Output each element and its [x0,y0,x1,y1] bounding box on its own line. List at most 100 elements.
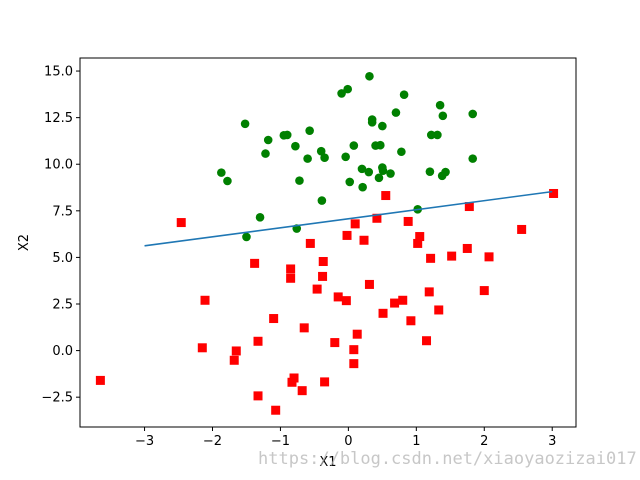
scatter-point-circle [357,164,367,174]
scatter-point-square [250,258,260,268]
scatter-point-circle [345,177,355,187]
scatter-point-square [297,386,307,396]
scatter-point-circle [437,171,447,181]
scatter-point-circle [365,71,374,81]
scatter-point-circle [468,154,478,163]
scatter-point-square [318,257,328,267]
scatter-point-circle [378,166,388,176]
axes-frame [79,57,577,428]
scatter-point-circle [217,168,226,177]
x-tick-label: −1 [271,434,290,449]
scatter-point-circle [349,141,359,150]
scatter-point-circle [426,130,436,140]
scatter-point-circle [320,153,329,163]
scatter-point-square [271,405,281,415]
scatter-point-circle [343,84,353,94]
scatter-point-square [341,296,351,306]
y-tick-label: 2.5 [52,298,73,313]
scatter-point-circle [358,182,367,192]
scatter-point-square [415,232,425,242]
scatter-point-square [350,219,360,229]
watermark-text: https://blog.csdn.net/xiaoyaozizai017 [258,449,637,469]
scatter-point-circle [468,109,478,119]
scatter-point-square [390,298,400,308]
scatter-point-circle [295,176,304,185]
scatter-point-square [286,264,296,274]
scatter-point-circle [397,147,406,157]
scatter-point-circle [240,119,250,129]
scatter-point-circle [386,169,395,178]
scatter-point-circle [391,108,401,117]
scatter-point-square [231,346,241,356]
scatter-point-circle [242,232,251,242]
scatter-point-square [434,305,444,315]
scatter-point-square [359,235,369,245]
scatter-point-square [318,271,328,281]
x-tick-label: 2 [480,434,488,449]
y-axis-ticks: −2.5 0.0 2.5 5.0 7.5 10.0 12.5 15.0 [41,65,80,406]
x-axis-ticks: −3 −2 −1 0 1 2 3 [135,427,556,449]
x-tick-label: 1 [412,434,420,449]
y-tick-label: 10.0 [44,158,73,173]
scatter-point-square [406,316,416,326]
scatter-point-square [312,284,322,294]
scatter-point-square [95,375,105,385]
scatter-point-square [349,345,359,355]
scatter-point-square [549,188,559,198]
scatter-point-circle [223,176,232,186]
scatter-point-square [305,238,315,248]
scatter-point-square [352,329,362,339]
scatter-point-square [287,377,297,387]
scatter-point-square [200,295,210,305]
scatter-point-square [462,243,472,253]
scatter-point-circle [337,89,346,98]
scatter-point-circle [374,173,384,183]
scatter-point-circle [255,213,265,222]
x-tick-label: 3 [548,434,556,449]
scatter-point-square [422,336,432,346]
scatter-point-circle [433,130,442,140]
plot-marks [95,71,559,415]
scatter-point-square [403,216,413,226]
scatter-point-square [378,308,388,318]
x-tick-label: −3 [135,434,154,449]
scatter-point-circle [435,100,445,110]
scatter-point-circle [438,111,448,121]
scatter-point-circle [364,167,374,177]
scatter-point-circle [378,121,387,131]
y-tick-label: 7.5 [52,204,73,219]
scatter-point-square [349,359,359,369]
scatter-point-square [464,202,474,212]
scatter-point-square [517,224,527,234]
scatter-point-square [484,252,494,262]
scatter-point-square [426,253,436,263]
scatter-point-square [447,251,457,261]
y-axis-label: X2 [17,234,32,251]
scatter-point-circle [291,141,300,151]
scatter-point-circle [305,126,314,135]
scatter-point-square [253,391,263,401]
y-tick-label: 5.0 [52,251,73,266]
scatter-point-circle [317,196,327,205]
scatter-point-square [176,218,186,228]
scatter-point-circle [341,152,350,162]
scatter-point-square [333,292,343,302]
scatter-point-square [364,279,374,289]
scatter-point-circle [399,90,409,100]
scatter-point-square [269,314,279,324]
scatter-point-square [253,336,263,346]
x-tick-label: −2 [203,434,222,449]
y-tick-label: −2.5 [41,391,73,406]
scatter-point-square [424,287,434,297]
scatter-point-circle [425,167,435,176]
scatter-point-circle [303,154,312,163]
scatter-point-square [286,273,296,283]
scatter-point-square [299,323,309,333]
scatter-point-square [479,286,489,296]
regression-line [144,190,553,247]
scatter-point-circle [316,146,326,156]
scatter-point-circle [367,117,377,127]
y-tick-label: 12.5 [44,111,73,126]
x-tick-label: 0 [344,434,352,449]
